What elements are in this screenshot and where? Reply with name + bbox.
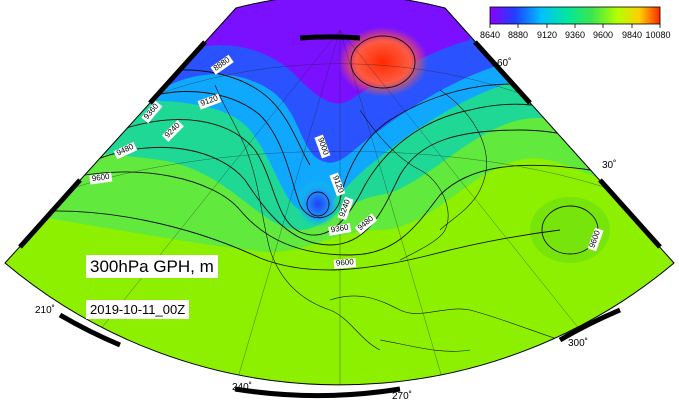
lat-label-30: 30˚ <box>602 160 617 171</box>
lon-label-300: 300˚ <box>568 338 589 349</box>
colorbar <box>489 6 661 28</box>
contour-label: 9600 <box>336 257 355 268</box>
colorbar-tick: 9600 <box>592 30 614 40</box>
contour-label: 9600 <box>91 172 110 183</box>
colorbar-tick: 10080 <box>645 30 671 40</box>
lon-label-210: 210˚ <box>35 305 56 316</box>
colorbar-tick: 8880 <box>507 30 529 40</box>
contour-label: 9360 <box>330 222 350 234</box>
map-title: 300hPa GPH, m <box>86 255 218 278</box>
map-datetime: 2019-10-11_00Z <box>86 300 190 319</box>
colorbar-tick: 9840 <box>621 30 643 40</box>
colorbar-tick: 9360 <box>564 30 586 40</box>
colorbar-tick: 8640 <box>479 30 501 40</box>
lon-label-240: 240˚ <box>232 382 253 393</box>
lat-label-60: 60˚ <box>497 58 512 69</box>
lon-label-270: 270˚ <box>392 391 413 402</box>
colorbar-tick: 9120 <box>536 30 558 40</box>
